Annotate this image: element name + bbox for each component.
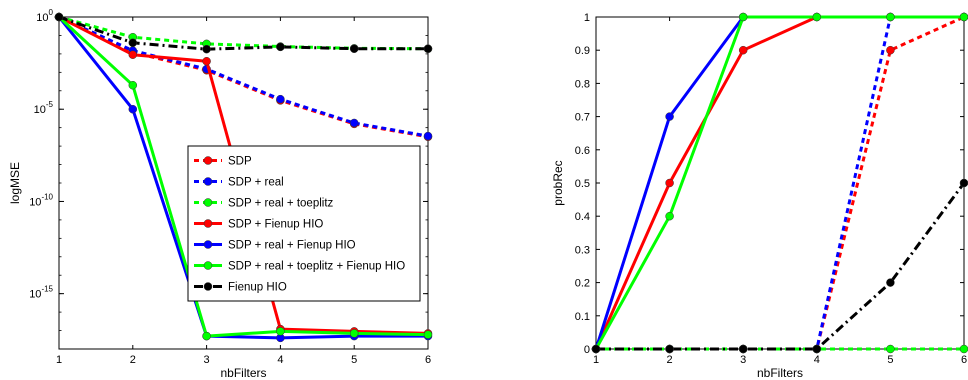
data-point	[423, 330, 433, 339]
legend-entry: SDP + real	[228, 177, 284, 189]
y-tick-label: 0.9	[575, 45, 590, 57]
x-tick-label: 6	[961, 354, 967, 366]
legend-entry: SDP + real + Fienup HIO	[228, 240, 356, 252]
y-tick-label: 10-10	[29, 192, 53, 208]
series-line-7	[58, 15, 428, 51]
data-point	[886, 45, 895, 55]
data-point	[202, 44, 211, 54]
legend-marker	[203, 219, 213, 228]
y-tick-label: 0.6	[575, 145, 590, 157]
data-point	[54, 12, 64, 22]
data-point	[202, 331, 211, 341]
legend-entry: SDP	[228, 156, 252, 168]
data-point	[886, 278, 895, 287]
logmse-chart: 1 2 3 4 5 6 100 10-5 10-10 10-15 nbFilters logMSE SD…	[8, 8, 433, 380]
data-point	[959, 344, 968, 354]
x-tick-label: 4	[277, 354, 283, 366]
data-point	[591, 344, 601, 354]
x-tick-label: 4	[814, 354, 820, 366]
x-axis-label: nbFilters	[220, 366, 266, 380]
data-point	[423, 44, 433, 53]
data-point	[128, 50, 138, 59]
legend-marker	[203, 261, 213, 270]
probrec-chart: 1 2 3 4 5 6 0 0.1 0.2 0.3 0.4 0.5 0.6 0.7 0.8 0.9 1 nbFil…	[551, 12, 968, 380]
x-tick-label: 1	[56, 354, 62, 366]
legend-entry: SDP + Fienup HIO	[228, 219, 323, 231]
y-tick-label: 0.7	[575, 112, 590, 124]
y-tick-label: 10-15	[29, 285, 53, 301]
data-point	[128, 104, 138, 114]
x-axis-label: nbFilters	[757, 366, 803, 380]
legend-marker	[203, 156, 213, 165]
legend-marker	[203, 240, 213, 249]
series-line-6	[594, 15, 964, 350]
legend-marker	[203, 177, 213, 186]
legend-marker	[203, 282, 213, 291]
data-point	[349, 118, 359, 128]
y-tick-label: 0.5	[575, 178, 590, 190]
data-point	[128, 38, 138, 48]
y-tick-label: 100	[36, 8, 53, 24]
data-point	[738, 344, 748, 354]
data-point	[665, 178, 674, 188]
data-point	[738, 45, 748, 55]
y-tick-label: 0.1	[575, 311, 590, 323]
series-group	[591, 12, 968, 354]
plot-frame	[595, 16, 965, 350]
data-point	[886, 12, 895, 22]
data-point	[276, 327, 285, 336]
x-tick-label: 2	[130, 354, 136, 366]
y-tick-label: 1	[584, 12, 590, 24]
y-tick-label: 0.2	[575, 278, 590, 290]
legend-marker	[203, 198, 213, 207]
y-tick-label: 0.4	[575, 211, 590, 223]
data-point	[665, 112, 674, 121]
series-line-6	[57, 15, 429, 338]
data-point	[886, 344, 895, 354]
data-point	[812, 344, 822, 354]
data-point	[202, 56, 211, 66]
data-point	[812, 12, 822, 22]
data-point	[959, 12, 968, 22]
x-tick-label: 6	[425, 354, 431, 366]
y-axis-label: probRec	[551, 160, 565, 205]
y-tick-label: 0.8	[575, 78, 590, 90]
legend-entry: Fienup HIO	[228, 282, 287, 294]
data-point	[665, 211, 674, 221]
y-axis-label: logMSE	[8, 162, 22, 204]
y-tick-label: 0	[584, 344, 590, 356]
y-tick-label: 0.3	[575, 244, 590, 256]
x-tick-label: 3	[204, 354, 210, 366]
data-point	[665, 344, 674, 354]
x-tick-label: 3	[740, 354, 746, 366]
x-tick-label: 2	[667, 354, 673, 366]
data-point	[276, 42, 285, 52]
x-tick-label: 1	[593, 354, 599, 366]
series-line-2	[58, 15, 429, 138]
legend: SDP SDP + real SDP + real + toeplitz SDP + …	[187, 145, 421, 302]
legend-entry: SDP + real + toeplitz	[228, 198, 334, 210]
data-point	[738, 12, 748, 22]
series-line-7	[596, 182, 966, 351]
data-point	[959, 178, 968, 188]
data-point	[349, 329, 359, 338]
data-point	[276, 94, 285, 104]
y-tick-label: 10-5	[34, 100, 54, 116]
legend-entry: SDP + real + toeplitz + Fienup HIO	[228, 261, 405, 273]
x-tick-label: 5	[351, 354, 357, 366]
data-point	[128, 80, 138, 90]
legend-box	[187, 145, 421, 302]
series-line-5	[57, 16, 428, 340]
x-tick-label: 5	[887, 354, 893, 366]
data-point	[423, 131, 433, 141]
data-point	[349, 44, 359, 53]
